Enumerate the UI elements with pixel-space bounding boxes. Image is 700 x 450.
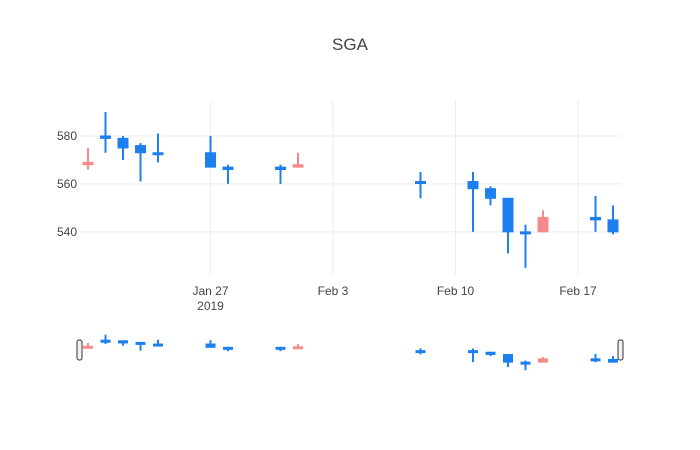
candle-mini xyxy=(153,339,163,347)
candle-body xyxy=(537,216,549,233)
candle-body-mini xyxy=(608,358,618,363)
candle-mini xyxy=(503,353,513,368)
candle-mini xyxy=(275,346,286,352)
range-slider-left-handle[interactable] xyxy=(76,339,83,361)
x-tick-label: Feb 17 xyxy=(559,284,597,298)
candle[interactable] xyxy=(222,164,234,184)
candle-body xyxy=(292,164,304,168)
candle-body-mini xyxy=(485,351,496,355)
candle-body xyxy=(222,166,234,171)
candle-mini xyxy=(205,340,216,348)
candle[interactable] xyxy=(117,135,129,160)
candle-body-mini xyxy=(293,346,303,350)
chart-title: SGA xyxy=(332,35,369,54)
candle-mini xyxy=(223,346,233,352)
candle-mini xyxy=(83,342,93,349)
candle-body-mini xyxy=(83,345,93,349)
candle-body-mini xyxy=(205,343,216,348)
candle-mini xyxy=(118,340,128,346)
candle-mini xyxy=(520,360,531,371)
x-tick-label: Feb 3 xyxy=(318,284,349,298)
candle-body xyxy=(135,145,146,154)
candle[interactable] xyxy=(135,143,146,182)
candle-body xyxy=(100,135,111,139)
candle-mini xyxy=(293,344,303,350)
candle[interactable] xyxy=(485,186,496,206)
candle-body xyxy=(520,231,531,235)
candle-body-mini xyxy=(415,350,426,354)
candle-body-mini xyxy=(135,341,146,345)
candle-body xyxy=(467,181,479,190)
candle[interactable] xyxy=(590,195,601,232)
range-slider[interactable] xyxy=(76,328,624,371)
candle[interactable] xyxy=(520,224,531,268)
x-tick-label: Jan 27 xyxy=(192,284,228,298)
x-tick-label: Feb 10 xyxy=(437,284,475,298)
candle-body xyxy=(485,188,496,199)
main-candles[interactable] xyxy=(82,111,619,268)
candle[interactable] xyxy=(292,152,304,168)
y-tick-label: 560 xyxy=(57,177,77,191)
candle[interactable] xyxy=(415,171,426,199)
candle-body-mini xyxy=(100,339,111,343)
candle-body-mini xyxy=(118,340,128,344)
candle[interactable] xyxy=(607,205,619,235)
y-tick-label: 580 xyxy=(57,129,77,143)
candle-body xyxy=(82,161,94,166)
candle-mini xyxy=(468,348,478,363)
candle-body-mini xyxy=(468,350,478,354)
candle-mini xyxy=(415,348,426,355)
candle-body-mini xyxy=(520,361,531,365)
candle[interactable] xyxy=(502,197,514,254)
candle-body xyxy=(275,166,286,171)
candle-mini xyxy=(100,334,111,345)
candle-mini xyxy=(590,353,601,363)
y-axis-ticks: 540 560 580 xyxy=(57,129,77,239)
range-slider-candles xyxy=(83,334,618,371)
candle-body-mini xyxy=(503,353,513,363)
candle-mini xyxy=(538,357,548,363)
candle[interactable] xyxy=(537,210,549,233)
candle-body-mini xyxy=(153,343,163,347)
candle[interactable] xyxy=(82,147,94,170)
range-slider-background[interactable] xyxy=(80,328,621,360)
candle-body xyxy=(415,181,426,185)
candle[interactable] xyxy=(152,133,164,163)
candle-body xyxy=(502,197,514,233)
candle-mini xyxy=(135,341,146,351)
candle-body-mini xyxy=(538,358,548,363)
candle-body-mini xyxy=(275,346,286,350)
candle[interactable] xyxy=(205,135,216,168)
candle-body-mini xyxy=(590,358,601,362)
candle-body xyxy=(607,219,619,233)
candle[interactable] xyxy=(100,111,111,153)
candle-mini xyxy=(485,351,496,357)
candle-body xyxy=(117,137,129,149)
candle-body-mini xyxy=(223,346,233,350)
x-tick-label: 2019 xyxy=(197,299,224,313)
candle-body xyxy=(152,152,164,156)
range-slider-right-handle[interactable] xyxy=(617,339,624,361)
candle-body xyxy=(205,152,216,168)
y-tick-label: 540 xyxy=(57,225,77,239)
candle-mini xyxy=(608,356,618,363)
candle[interactable] xyxy=(467,171,479,232)
candle[interactable] xyxy=(275,164,286,184)
candle-body xyxy=(590,216,601,221)
